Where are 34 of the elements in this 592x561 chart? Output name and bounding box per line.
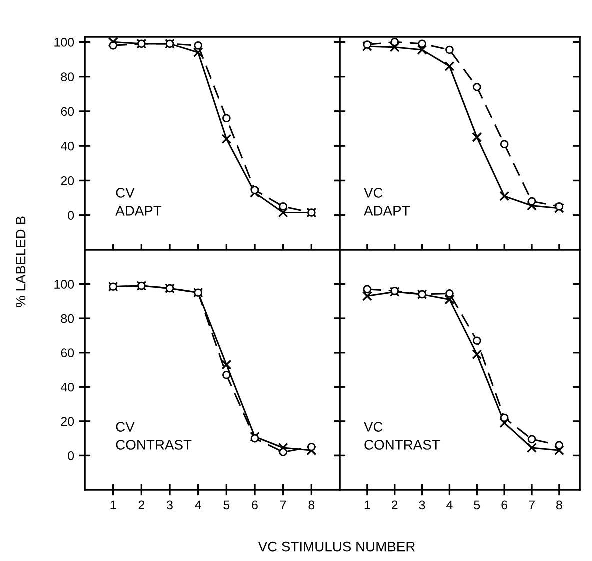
- y-tick-label: 100: [54, 280, 74, 289]
- x-tick-label: 4: [446, 500, 453, 510]
- x-tick-label: 3: [419, 500, 426, 510]
- y-tick-label: 80: [61, 314, 74, 324]
- y-tick-label: 60: [61, 107, 74, 116]
- annotation: CV ADAPT: [116, 188, 162, 216]
- y-axis-title: % LABELED B: [16, 216, 26, 308]
- x-tick-label: 2: [138, 500, 145, 510]
- x-tick-label: 6: [252, 500, 258, 510]
- y-tick-label: 40: [60, 142, 74, 151]
- y-tick-label: 0: [68, 452, 74, 460]
- y-tick-label: 20: [61, 417, 74, 426]
- y-tick-label: 0: [68, 211, 74, 220]
- x-tick-label: 8: [308, 500, 315, 510]
- y-tick-label: 60: [61, 348, 74, 358]
- annotation: VC CONTRAST: [364, 422, 440, 450]
- x-tick-label: 2: [392, 500, 398, 510]
- x-tick-label: 5: [474, 500, 480, 510]
- y-tick-label: 80: [61, 72, 74, 82]
- annotation: VC ADAPT: [364, 188, 410, 216]
- x-tick-label: 4: [195, 500, 202, 510]
- y-tick-label: 100: [54, 38, 74, 47]
- x-tick-label: 7: [280, 500, 286, 510]
- y-tick-label: 40: [60, 382, 74, 392]
- x-tick-label: 3: [167, 500, 173, 510]
- annotation: CV CONTRAST: [116, 422, 192, 450]
- x-axis-title: VC STIMULUS NUMBER: [258, 542, 416, 552]
- x-tick-label: 7: [529, 500, 535, 510]
- x-tick-label: 5: [224, 500, 230, 510]
- x-tick-label: 8: [556, 500, 562, 510]
- x-tick-label: 1: [110, 500, 116, 510]
- x-tick-label: 1: [364, 500, 370, 510]
- x-tick-label: 6: [502, 500, 508, 510]
- y-tick-label: 20: [61, 176, 74, 186]
